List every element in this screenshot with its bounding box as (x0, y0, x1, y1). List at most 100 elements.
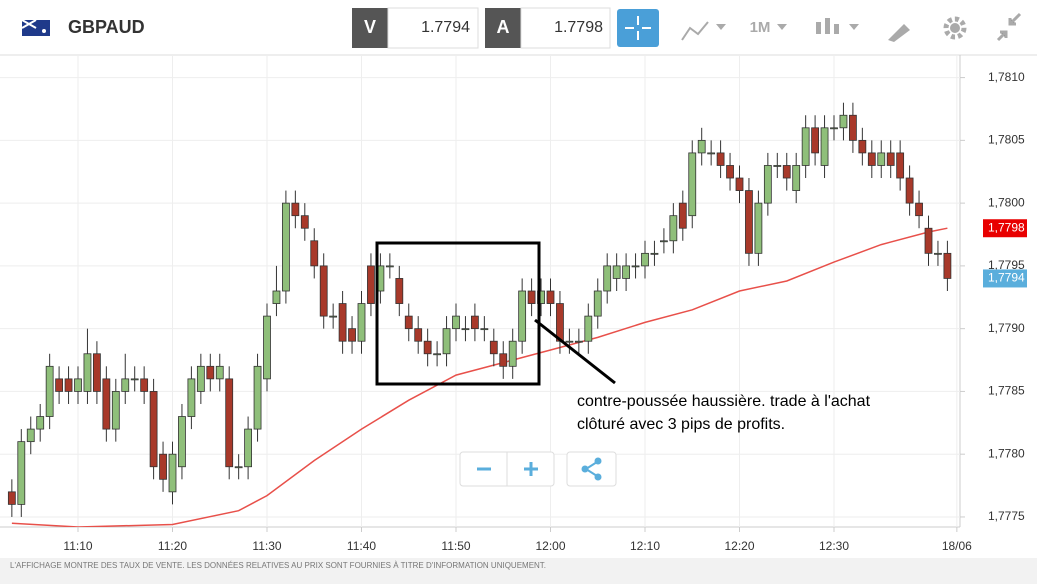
price-badge-label: 1,7798 (988, 220, 1025, 234)
candle-body (36, 416, 45, 430)
candle-body (253, 365, 262, 430)
candle-body (660, 240, 668, 243)
candle-body (111, 391, 120, 430)
candle-body (470, 315, 479, 330)
candle-body (518, 290, 527, 342)
y-tick-label: 1,7785 (988, 384, 1025, 398)
candle-body (915, 202, 923, 217)
sell-button[interactable] (352, 8, 388, 48)
candle-body (669, 215, 678, 242)
candle-body (631, 265, 640, 268)
candle-body (83, 353, 92, 392)
candle-button[interactable] (816, 18, 859, 34)
candle-body (546, 290, 555, 304)
candle-body (234, 466, 243, 469)
candle-body (612, 265, 621, 279)
x-tick-label: 11:20 (158, 539, 187, 553)
chart-type-button[interactable] (681, 21, 726, 41)
y-tick-label: 1,7805 (988, 133, 1025, 147)
x-tick-label: 11:50 (441, 539, 470, 553)
buy-field (520, 7, 611, 49)
candle-body (801, 127, 810, 166)
candle-body (452, 315, 460, 330)
candle-body (688, 152, 697, 217)
buy-price: 1.7798 (554, 19, 603, 36)
candle-body (773, 165, 782, 167)
candle-body (395, 278, 404, 304)
candle-body (130, 378, 139, 381)
candle-body (830, 127, 838, 130)
candle-body (877, 152, 886, 166)
candle-body (650, 252, 659, 255)
candle-body (858, 139, 867, 154)
x-tick-label: 11:10 (63, 539, 92, 553)
candle-body (300, 215, 309, 229)
zoom-buttons[interactable] (459, 451, 555, 487)
candle-body (17, 441, 26, 505)
sell-price: 1.7794 (421, 19, 470, 36)
candle-body (924, 227, 933, 254)
candle-body (726, 165, 734, 179)
candle-body (348, 328, 356, 342)
buy-button[interactable] (485, 8, 521, 48)
share-button[interactable] (566, 451, 617, 487)
candle-body (943, 252, 952, 279)
candle-body (367, 265, 375, 304)
timeframe-caret[interactable] (777, 24, 787, 30)
candle-body (414, 328, 423, 342)
y-tick-label: 1,7795 (988, 258, 1025, 272)
annotation-box (375, 241, 541, 386)
x-tick-label: 12:10 (630, 539, 660, 553)
candle-body (735, 177, 744, 191)
candle-body (527, 290, 536, 304)
candle-body (281, 202, 290, 292)
moving-average (11, 227, 948, 527)
candle-body (641, 252, 649, 267)
candle-body (716, 152, 725, 166)
candle-body (26, 428, 35, 443)
settings-button[interactable] (943, 16, 967, 40)
buy-label[interactable]: A (497, 17, 510, 37)
candle-body (745, 190, 753, 254)
candle-body (159, 453, 167, 480)
annotation-text: clôturé avec 3 pips de profits. (577, 416, 785, 433)
candle-body (754, 202, 763, 254)
candle-body (792, 165, 801, 191)
candle-body (480, 328, 489, 331)
candle-body (442, 328, 451, 355)
candle-body (140, 378, 149, 392)
annotation-arrow (534, 318, 616, 385)
candle-body (225, 378, 234, 468)
candle-body (385, 265, 394, 268)
symbol: GBPAUD (68, 17, 145, 37)
candle-body (763, 165, 772, 204)
candle-body (357, 303, 366, 342)
candle-body (338, 303, 347, 342)
candle-body (329, 315, 338, 318)
footer: L'AFFICHAGE MONTRE DES TAUX DE VENTE. LE… (10, 561, 546, 570)
plot (0, 55, 960, 527)
timeframe[interactable]: 1M (750, 19, 771, 36)
candle-body (499, 353, 508, 367)
candle-body (678, 202, 687, 229)
x-tick-label: 12:30 (819, 539, 849, 553)
candle-body (206, 365, 215, 380)
candle-body (593, 290, 602, 317)
sell-label[interactable]: V (364, 17, 376, 37)
price-badge (983, 269, 1027, 288)
candle-body (849, 114, 857, 141)
candle-body (310, 240, 319, 267)
candle-body (187, 378, 196, 417)
candle-body (820, 127, 829, 166)
candle-body (811, 127, 819, 154)
draw-button[interactable] (888, 24, 910, 42)
y-tick-label: 1,7790 (988, 321, 1025, 335)
x-tick-label: 12:00 (535, 539, 565, 553)
collapse-button[interactable] (996, 12, 1022, 42)
candle-body (622, 265, 630, 279)
crosshair-button[interactable] (617, 9, 659, 47)
y-tick-label: 1,7810 (988, 70, 1025, 84)
candle-body (886, 152, 895, 166)
